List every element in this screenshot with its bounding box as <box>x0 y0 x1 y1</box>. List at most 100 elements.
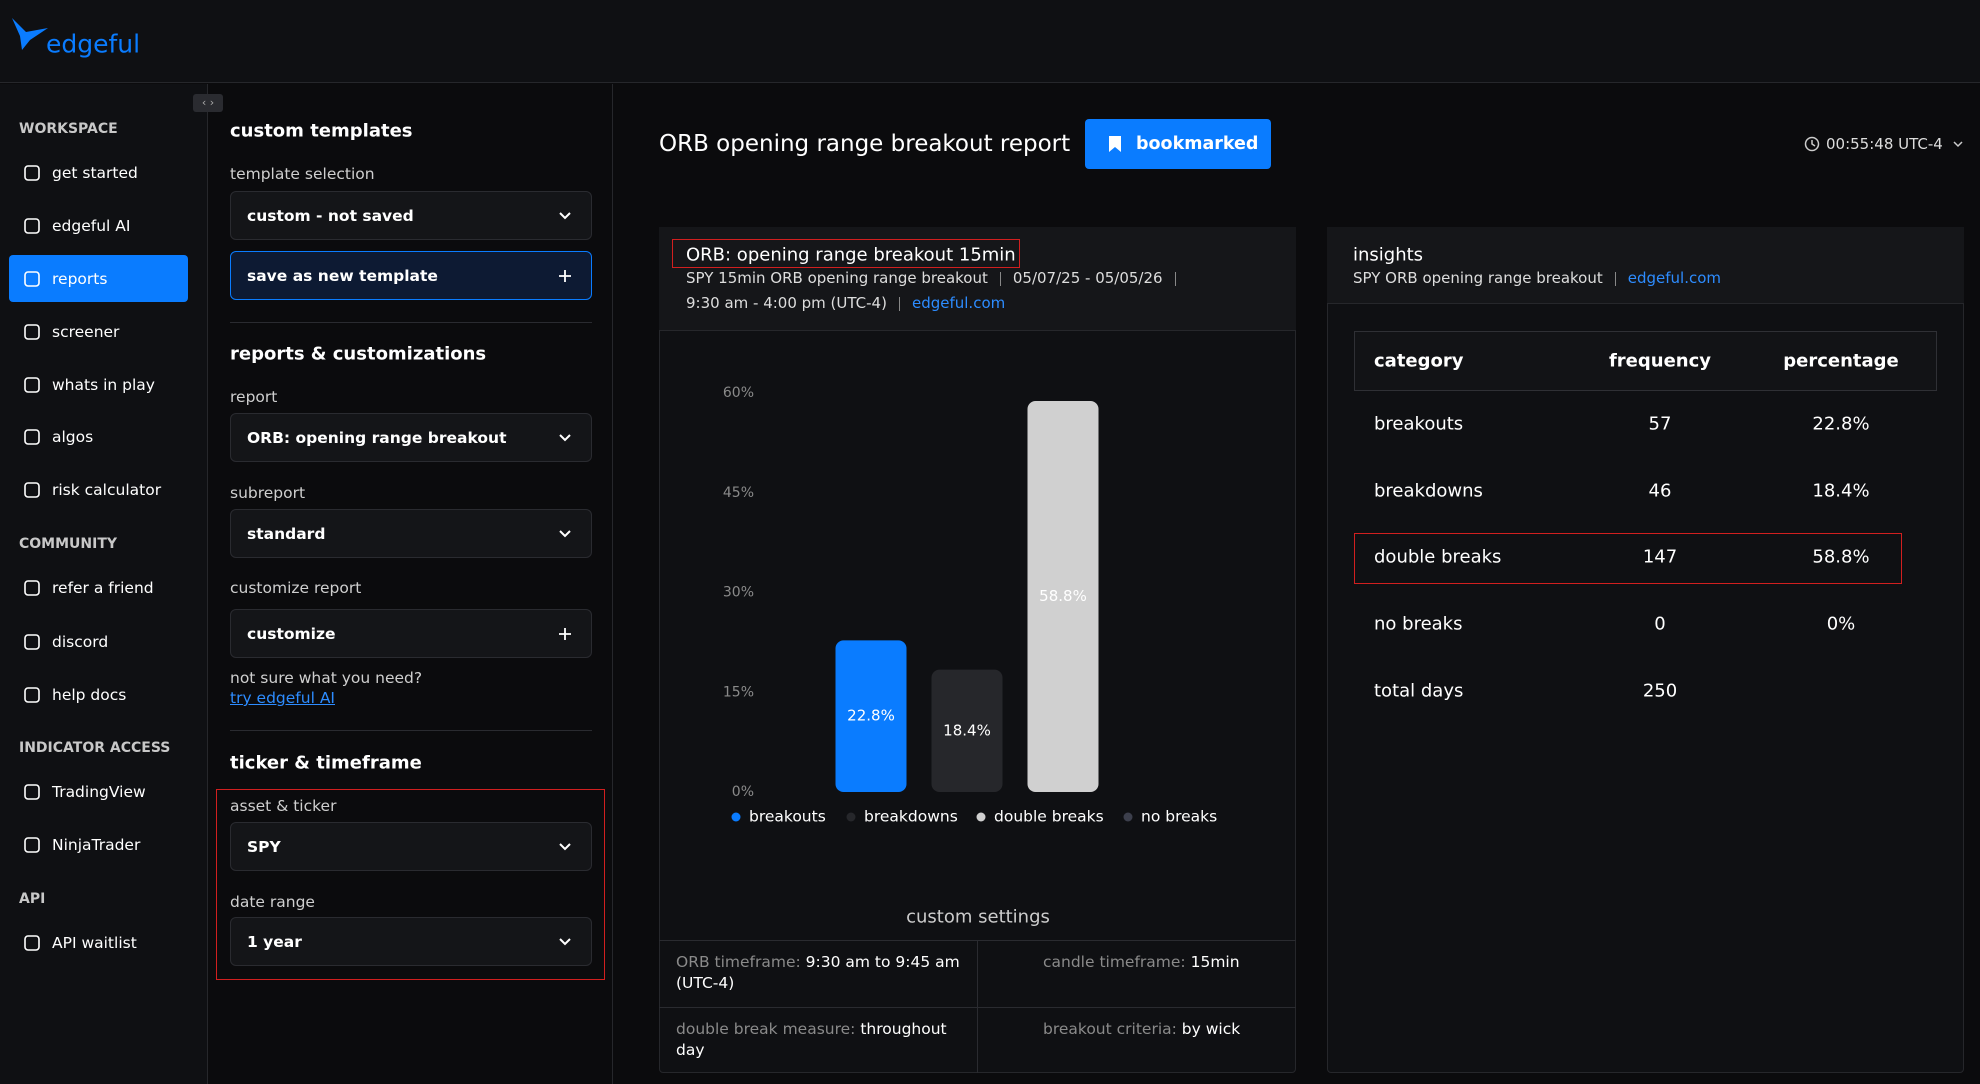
y-tick-label: 45% <box>723 485 754 501</box>
customize-button[interactable]: customize <box>230 609 592 658</box>
report-card <box>659 227 1296 1073</box>
dropdown[interactable]: standard <box>230 509 592 558</box>
table-cell: 58.8% <box>1812 546 1870 568</box>
highlight-box <box>1354 533 1902 584</box>
field-label: template selection <box>230 165 375 183</box>
setting-label: double break measure: <box>676 1020 856 1038</box>
setting-cell: ORB timeframe: 9:30 am to 9:45 am (UTC-4… <box>676 952 966 994</box>
nav-icon <box>24 687 40 703</box>
logo-bird <box>12 18 48 50</box>
table-cell: 18.4% <box>1812 480 1870 502</box>
table-cell: double breaks <box>1374 546 1502 568</box>
table-cell: 46 <box>1648 480 1672 502</box>
section-title: WORKSPACE <box>19 121 118 137</box>
nav-item[interactable]: screener <box>52 323 120 341</box>
bar <box>835 640 907 792</box>
nav-icon <box>24 580 40 596</box>
dropdown[interactable]: SPY <box>230 822 592 871</box>
nav-item[interactable]: edgeful AI <box>52 217 131 235</box>
nav-icon <box>24 784 40 800</box>
dropdown-value: 1 year <box>247 933 302 951</box>
table-header-cell: percentage <box>1783 350 1899 372</box>
help-text: not sure what you need? <box>230 669 423 687</box>
table-cell: total days <box>1374 680 1464 702</box>
nav-item[interactable]: algos <box>52 428 94 446</box>
settings-title: custom settings <box>906 906 1050 928</box>
separator <box>1614 271 1616 286</box>
nav-item[interactable]: API waitlist <box>52 934 137 952</box>
bar <box>1027 400 1099 792</box>
header <box>0 0 1980 83</box>
y-tick-label: 60% <box>723 385 754 401</box>
table-cell: 57 <box>1648 413 1672 435</box>
nav-item[interactable]: risk calculator <box>52 481 162 499</box>
clock-time[interactable]: 00:55:48 UTC-4 <box>1826 135 1943 153</box>
nav-item[interactable]: help docs <box>52 686 127 704</box>
highlight-box <box>672 239 1020 268</box>
nav-item[interactable]: get started <box>52 164 138 182</box>
bar-chart: 0% 15% 30% 45% 60% 22.8% breakouts 18.4% breakdo… <box>723 385 1217 826</box>
legend-marker <box>1123 812 1133 822</box>
table-cell: 22.8% <box>1812 413 1870 435</box>
nav-item[interactable]: discord <box>52 633 109 651</box>
setting-label: breakout criteria: <box>1043 1020 1177 1038</box>
card-link: edgeful.com <box>1627 269 1721 287</box>
dropdown[interactable]: 1 year <box>230 917 592 966</box>
time-dropdown-icon <box>1953 141 1963 148</box>
nav-icon <box>24 429 40 445</box>
nav-icon <box>24 634 40 650</box>
dropdown-value: standard <box>247 525 326 543</box>
y-tick-label: 30% <box>723 585 754 601</box>
subtitle-part: SPY 15min ORB opening range breakout <box>686 269 988 287</box>
table-header <box>1354 331 1937 391</box>
dropdown-icon <box>559 212 571 220</box>
nav-icon <box>24 377 40 393</box>
table-cell: 0% <box>1826 613 1856 635</box>
setting-label: ORB timeframe: <box>676 953 801 971</box>
bookmark-label: bookmarked <box>1136 134 1259 154</box>
divider <box>977 940 978 1073</box>
logo-text: edgeful <box>46 29 141 59</box>
nav-item[interactable]: reports <box>52 270 108 288</box>
card-subtitle: SPY ORB opening range breakout edgeful.co… <box>1353 269 1721 287</box>
setting-cell: candle timeframe: 15min <box>1043 952 1278 973</box>
subtitle-part: 9:30 am - 4:00 pm (UTC-4) <box>686 294 887 312</box>
dropdown[interactable]: custom - not saved <box>230 191 592 240</box>
setting-cell: double break measure: throughout day <box>676 1019 966 1061</box>
field-label: subreport <box>230 484 306 502</box>
dropdown-value: ORB: opening range breakout <box>247 429 507 447</box>
dropdown-icon <box>559 938 571 946</box>
collapse-toggle[interactable]: ‹ › <box>193 94 223 112</box>
field-label: report <box>230 388 278 406</box>
dropdown-value: save as new template <box>247 267 438 285</box>
table-cell: 250 <box>1642 680 1678 702</box>
dropdown[interactable]: ORB: opening range breakout <box>230 413 592 462</box>
section-title: API <box>19 891 46 907</box>
nav-item[interactable]: TradingView <box>52 783 146 801</box>
save-template-button[interactable]: save as new template <box>230 251 592 300</box>
nav-item[interactable]: whats in play <box>52 376 155 394</box>
dropdown-icon <box>559 530 571 538</box>
setting-label: candle timeframe: <box>1043 953 1186 971</box>
nav-item[interactable]: refer a friend <box>52 579 154 597</box>
bar-value-label: 58.8% <box>1039 587 1087 605</box>
setting-value: 9:30 am to 9:45 am (UTC-4) <box>676 953 960 992</box>
help-link[interactable]: try edgeful AI <box>230 689 335 707</box>
card-title: insights <box>1353 244 1424 266</box>
subtitle-part: SPY ORB opening range breakout <box>1353 269 1603 287</box>
nav-item[interactable]: NinjaTrader <box>52 836 141 854</box>
y-tick-label: 0% <box>732 784 754 800</box>
insights-header <box>1327 227 1964 304</box>
y-tick-label: 15% <box>723 684 754 700</box>
nav-icon <box>24 935 40 951</box>
dropdown-value: customize <box>247 625 336 643</box>
nav-icon <box>24 324 40 340</box>
highlight-box <box>216 789 605 980</box>
dropdown-icon <box>559 434 571 442</box>
legend-label: no breaks <box>1141 808 1217 826</box>
card-subtitle: SPY 15min ORB opening range breakout 05/0… <box>686 269 1188 287</box>
table-cell: breakouts <box>1374 413 1464 435</box>
bookmark-button[interactable]: bookmarked <box>1085 119 1271 169</box>
table-header-cell: frequency <box>1608 350 1712 372</box>
